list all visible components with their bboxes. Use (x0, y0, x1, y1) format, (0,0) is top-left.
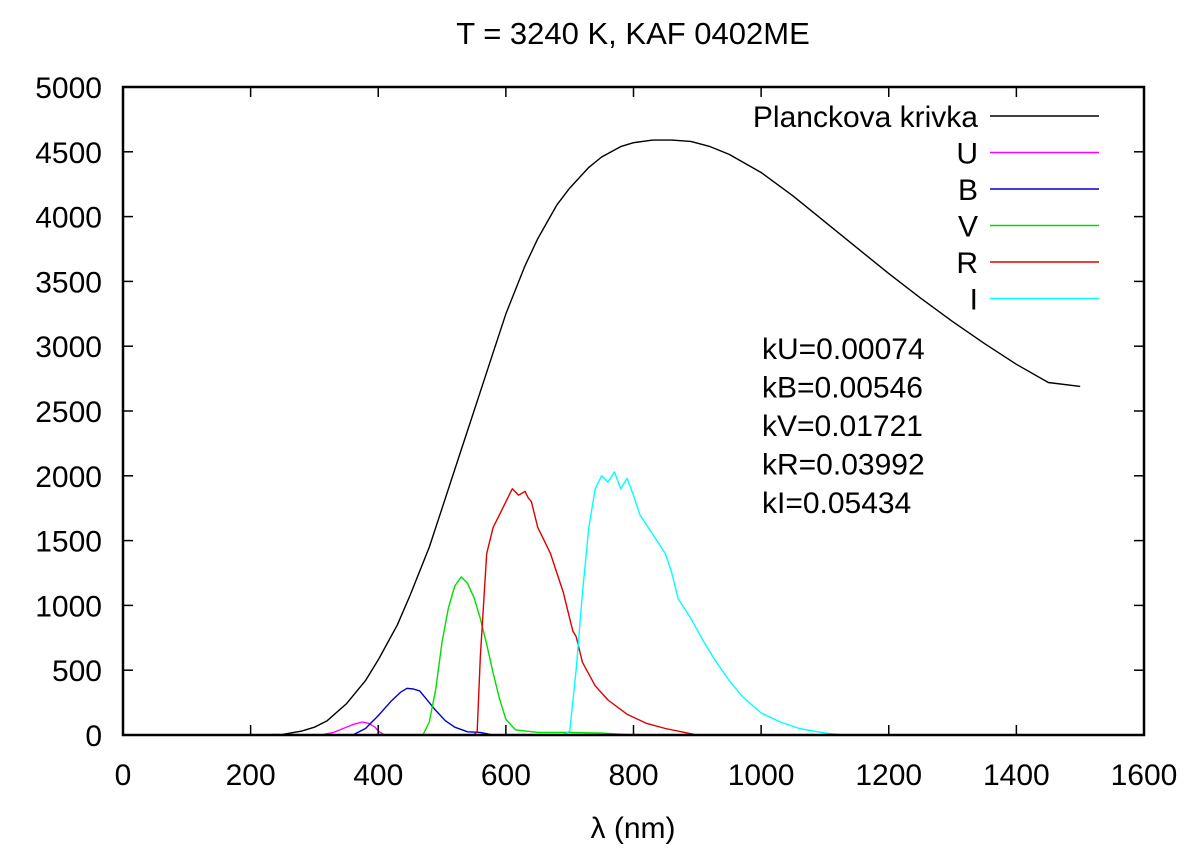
y-tick-label: 1000 (35, 590, 102, 623)
x-tick-label: 1000 (728, 759, 795, 792)
axis-ticks: 0 200 400 600 800 1000 1200 1400 1600 0 500 1000 150… (35, 72, 1177, 792)
coefficient-label: kI=0.05434 (762, 487, 911, 520)
series-line-v (422, 576, 634, 736)
y-tick-label: 4000 (35, 202, 102, 235)
y-tick-label: 500 (52, 655, 102, 688)
coefficient-label: kR=0.03992 (762, 449, 925, 482)
x-tick-label: 800 (608, 759, 658, 792)
x-tick-label: 200 (226, 759, 276, 792)
coefficient-label: kB=0.00546 (762, 372, 923, 405)
series-line-u (320, 721, 385, 736)
plot-frame (121, 85, 1146, 737)
legend-label-planckova-krivka: Planckova krivka (753, 101, 978, 134)
y-tick-label: 4500 (35, 137, 102, 170)
chart-title: T = 3240 K, KAF 0402ME (456, 16, 810, 51)
coefficient-label: kU=0.00074 (762, 333, 925, 366)
legend-label-b: B (958, 174, 978, 207)
y-tick-label: 5000 (35, 72, 102, 105)
y-tick-label: 2500 (35, 396, 102, 429)
x-tick-label: 400 (353, 759, 403, 792)
legend-label-r: R (956, 247, 978, 280)
series-line-i (562, 471, 845, 736)
x-tick-label: 600 (481, 759, 531, 792)
y-tick-label: 2000 (35, 461, 102, 494)
x-tick-label: 1200 (855, 759, 922, 792)
x-tick-label: 0 (115, 759, 132, 792)
legend-label-u: U (956, 138, 978, 171)
series-line-planckova-krivka (250, 139, 1081, 736)
y-tick-label: 1500 (35, 526, 102, 559)
coefficient-label: kV=0.01721 (762, 410, 923, 443)
x-tick-label: 1400 (983, 759, 1050, 792)
y-tick-label: 0 (85, 720, 102, 753)
series-line-b (352, 687, 494, 736)
legend-label-i: I (970, 284, 978, 317)
series-line-r (473, 488, 698, 736)
y-tick-label: 3000 (35, 331, 102, 364)
x-tick-label: 1600 (1111, 759, 1178, 792)
legend-label-v: V (958, 211, 978, 244)
x-axis-label: λ (nm) (591, 812, 676, 845)
coefficients-annotation: kU=0.00074 kB=0.00546 kV=0.01721 kR=0.03992… (762, 333, 925, 520)
plot-data-layer (250, 139, 1081, 736)
y-tick-label: 3500 (35, 266, 102, 299)
